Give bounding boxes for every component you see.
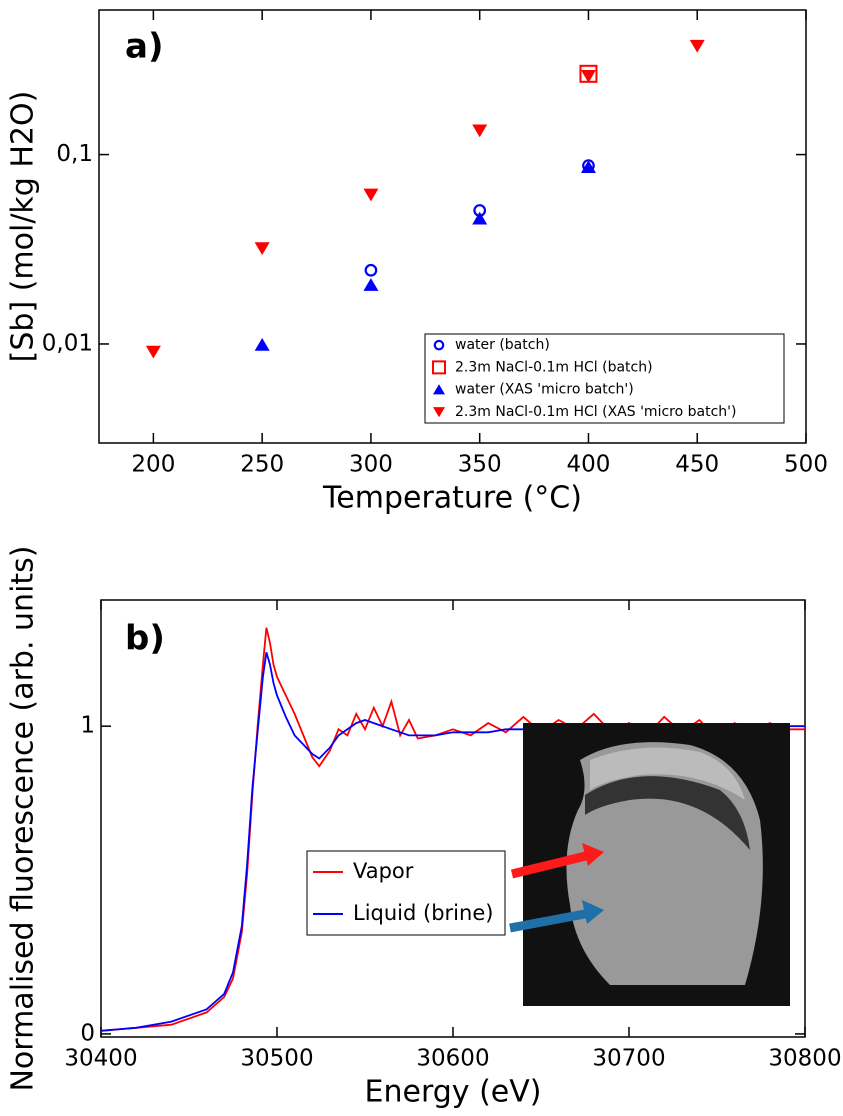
panel-label: a): [125, 27, 163, 67]
x-tick-label: 30800: [768, 1046, 841, 1072]
marker: [433, 384, 445, 395]
y-axis-label: Normalised fluorescence (arb. units): [6, 545, 41, 1091]
x-tick-label: 300: [349, 452, 393, 478]
panel-label: b): [125, 619, 165, 659]
marker: [580, 69, 596, 83]
x-tick-label: 500: [784, 452, 828, 478]
marker: [364, 263, 378, 277]
legend-label: 2.3m NaCl-0.1m HCl (XAS 'micro batch'): [455, 404, 736, 420]
marker: [689, 39, 705, 53]
y-axis-label: [Sb] (mol/kg H2O): [6, 91, 41, 363]
y-tick-label: 0: [80, 1020, 95, 1046]
marker: [472, 124, 488, 138]
legend-label: 2.3m NaCl-0.1m HCl (batch): [455, 359, 653, 375]
x-tick-label: 30400: [64, 1046, 137, 1072]
marker: [363, 188, 379, 202]
plot-frame: [98, 9, 807, 444]
x-tick-label: 250: [240, 452, 284, 478]
x-axis-label: Temperature (°C): [322, 481, 582, 516]
x-tick-label: 30600: [416, 1046, 489, 1072]
chart: 200 250 300 350 400 450 500 0,01 0,1 Temperature …: [6, 9, 828, 516]
y-tick-label: 0,1: [56, 141, 93, 167]
x-tick-label: 30700: [592, 1046, 665, 1072]
legend-box: [306, 850, 506, 936]
marker: [363, 278, 379, 291]
x-tick-label: 200: [131, 452, 175, 478]
legend-label: water (batch): [455, 337, 550, 353]
marker: [433, 407, 445, 418]
marker: [472, 211, 488, 225]
legend-label: Vapor: [353, 859, 414, 883]
x-tick-label: 30500: [240, 1046, 313, 1072]
chart: 30400 30500 30600 30700 30800 0 1 Energy (eV) No…: [6, 545, 842, 1109]
x-tick-label: 450: [675, 452, 719, 478]
marker: [580, 160, 596, 173]
x-tick-label: 400: [567, 452, 611, 478]
marker: [145, 345, 161, 359]
legend-box: [424, 333, 785, 424]
x-tick-label: 350: [458, 452, 502, 478]
marker: [432, 360, 446, 375]
inset-photo: [509, 723, 790, 1006]
marker: [254, 242, 270, 256]
marker: [433, 339, 445, 351]
y-tick-label: 1: [80, 713, 95, 739]
legend-label: water (XAS 'micro batch'): [455, 382, 634, 398]
x-axis-label: Energy (eV): [365, 1075, 542, 1110]
legend-label: Liquid (brine): [353, 901, 493, 925]
marker: [254, 338, 270, 351]
y-tick-label: 0,01: [42, 330, 93, 356]
